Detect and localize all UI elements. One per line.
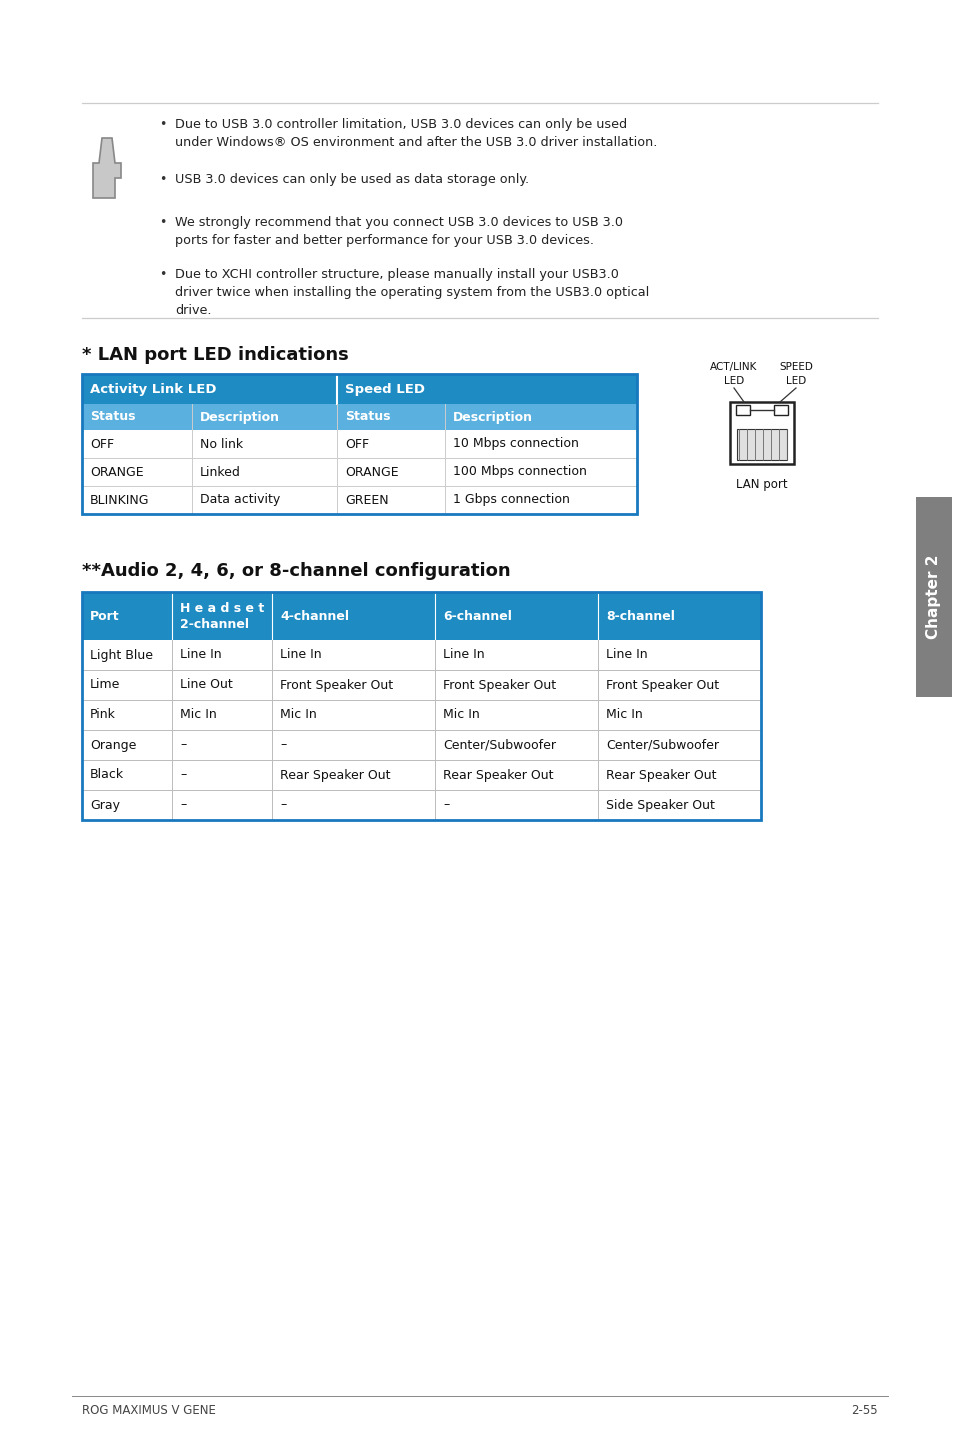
Text: LAN port: LAN port (736, 477, 787, 490)
Text: 1 Gbps connection: 1 Gbps connection (453, 493, 569, 506)
Text: Orange: Orange (90, 739, 136, 752)
Bar (735, 406, 749, 416)
Text: Side Speaker Out: Side Speaker Out (605, 798, 714, 811)
Text: Rear Speaker Out: Rear Speaker Out (442, 768, 553, 781)
Text: Pink: Pink (90, 709, 115, 722)
Text: Speed LED: Speed LED (345, 383, 424, 395)
Text: Center/Subwoofer: Center/Subwoofer (442, 739, 556, 752)
Bar (773, 406, 787, 416)
Text: 4-channel: 4-channel (280, 610, 349, 623)
Bar (82, 457, 637, 486)
Bar (82, 700, 760, 731)
Bar (336, 374, 637, 404)
Bar (737, 429, 786, 460)
Text: SPEED: SPEED (779, 362, 812, 372)
Bar (82, 592, 760, 820)
Bar (729, 403, 793, 464)
Bar (82, 640, 760, 670)
Bar (82, 761, 760, 789)
Bar (82, 404, 192, 430)
Text: –: – (442, 798, 449, 811)
Text: 6-channel: 6-channel (442, 610, 512, 623)
Bar (82, 731, 760, 761)
Bar (82, 374, 637, 513)
Text: OFF: OFF (345, 437, 369, 450)
Text: GREEN: GREEN (345, 493, 388, 506)
Bar (82, 592, 172, 640)
Text: Linked: Linked (200, 466, 240, 479)
Text: ROG MAXIMUS V GENE: ROG MAXIMUS V GENE (82, 1403, 215, 1416)
Bar (82, 789, 760, 820)
Text: –: – (280, 739, 286, 752)
Text: •: • (159, 173, 167, 186)
Text: Light Blue: Light Blue (90, 649, 152, 661)
Text: –: – (280, 798, 286, 811)
Bar (82, 670, 760, 700)
Text: Due to XCHI controller structure, please manually install your USB3.0
driver twi: Due to XCHI controller structure, please… (174, 267, 649, 316)
Text: ACT/LINK: ACT/LINK (710, 362, 757, 372)
Text: Black: Black (90, 768, 124, 781)
Bar (172, 592, 272, 640)
Text: Rear Speaker Out: Rear Speaker Out (280, 768, 390, 781)
Text: Center/Subwoofer: Center/Subwoofer (605, 739, 719, 752)
Text: USB 3.0 devices can only be used as data storage only.: USB 3.0 devices can only be used as data… (174, 173, 529, 186)
Text: 8-channel: 8-channel (605, 610, 674, 623)
Text: Port: Port (90, 610, 119, 623)
Text: Chapter 2: Chapter 2 (925, 555, 941, 640)
Text: Mic In: Mic In (442, 709, 479, 722)
Text: We strongly recommend that you connect USB 3.0 devices to USB 3.0
ports for fast: We strongly recommend that you connect U… (174, 216, 622, 247)
Text: * LAN port LED indications: * LAN port LED indications (82, 347, 349, 364)
Text: ORANGE: ORANGE (90, 466, 144, 479)
Text: No link: No link (200, 437, 243, 450)
Text: Activity Link LED: Activity Link LED (90, 383, 216, 395)
Text: Status: Status (345, 410, 390, 424)
Bar (82, 486, 637, 513)
Text: Front Speaker Out: Front Speaker Out (442, 679, 556, 692)
Text: Lime: Lime (90, 679, 120, 692)
Text: LED: LED (785, 375, 805, 385)
Text: Mic In: Mic In (280, 709, 316, 722)
Bar (192, 404, 336, 430)
Text: Mic In: Mic In (605, 709, 642, 722)
Bar (915, 498, 951, 697)
Text: Description: Description (453, 410, 533, 424)
Text: ORANGE: ORANGE (345, 466, 398, 479)
Text: Due to USB 3.0 controller limitation, USB 3.0 devices can only be used
under Win: Due to USB 3.0 controller limitation, US… (174, 118, 657, 150)
Text: Front Speaker Out: Front Speaker Out (605, 679, 719, 692)
Text: BLINKING: BLINKING (90, 493, 150, 506)
Text: OFF: OFF (90, 437, 114, 450)
Text: **Audio 2, 4, 6, or 8-channel configuration: **Audio 2, 4, 6, or 8-channel configurat… (82, 562, 510, 580)
Bar (82, 430, 637, 457)
Text: •: • (159, 267, 167, 280)
Text: –: – (180, 739, 186, 752)
Bar (82, 374, 336, 404)
Text: Rear Speaker Out: Rear Speaker Out (605, 768, 716, 781)
Bar (336, 404, 444, 430)
Text: •: • (159, 216, 167, 229)
Text: Gray: Gray (90, 798, 120, 811)
Text: 100 Mbps connection: 100 Mbps connection (453, 466, 586, 479)
Text: –: – (180, 768, 186, 781)
Bar (598, 592, 760, 640)
Text: –: – (180, 798, 186, 811)
Text: Line In: Line In (280, 649, 321, 661)
Bar (444, 404, 637, 430)
Polygon shape (92, 138, 121, 198)
Text: H e a d s e t
2-channel: H e a d s e t 2-channel (180, 601, 264, 630)
Text: 10 Mbps connection: 10 Mbps connection (453, 437, 578, 450)
Bar (272, 592, 435, 640)
Text: Status: Status (90, 410, 135, 424)
Text: Line Out: Line Out (180, 679, 233, 692)
Text: 2-55: 2-55 (850, 1403, 877, 1416)
Bar (435, 592, 598, 640)
Text: Data activity: Data activity (200, 493, 280, 506)
Text: Description: Description (200, 410, 280, 424)
Text: •: • (159, 118, 167, 131)
Text: Line In: Line In (605, 649, 647, 661)
Text: Mic In: Mic In (180, 709, 216, 722)
Text: Line In: Line In (442, 649, 484, 661)
Text: LED: LED (723, 375, 743, 385)
Text: Line In: Line In (180, 649, 221, 661)
Text: Front Speaker Out: Front Speaker Out (280, 679, 393, 692)
